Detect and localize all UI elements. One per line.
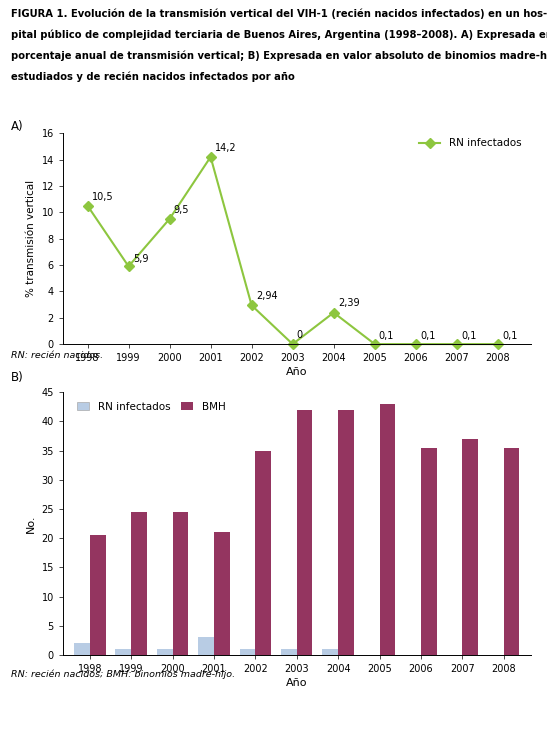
- Text: 14,2: 14,2: [215, 143, 236, 152]
- Text: 2,39: 2,39: [338, 298, 359, 309]
- Text: 0,1: 0,1: [461, 332, 476, 341]
- Bar: [90, 535, 106, 655]
- Bar: [322, 649, 338, 655]
- Bar: [296, 410, 312, 655]
- Text: estudiados y de recién nacidos infectados por año: estudiados y de recién nacidos infectado…: [11, 71, 295, 81]
- Bar: [462, 439, 478, 655]
- Legend: RN infectados: RN infectados: [415, 134, 525, 152]
- Bar: [173, 512, 188, 655]
- Text: 0: 0: [297, 330, 303, 340]
- Bar: [157, 649, 173, 655]
- Text: 5,9: 5,9: [133, 254, 148, 263]
- Text: FIGURA 1. Evolución de la transmisión vertical del VIH-1 (recién nacidos infecta: FIGURA 1. Evolución de la transmisión ve…: [11, 9, 547, 19]
- Bar: [131, 512, 147, 655]
- Text: RN: recién nacidos.: RN: recién nacidos.: [11, 352, 103, 360]
- Legend: RN infectados, BMH: RN infectados, BMH: [73, 397, 230, 416]
- X-axis label: Año: Año: [286, 367, 307, 377]
- Text: B): B): [11, 371, 24, 385]
- Bar: [421, 448, 437, 655]
- Bar: [504, 448, 520, 655]
- Text: 9,5: 9,5: [174, 205, 189, 215]
- Y-axis label: % transmisión vertical: % transmisión vertical: [26, 180, 36, 297]
- Bar: [338, 410, 354, 655]
- Bar: [240, 649, 255, 655]
- Bar: [214, 532, 230, 655]
- Text: 0,1: 0,1: [420, 332, 435, 341]
- Text: porcentaje anual de transmisión vertical; B) Expresada en valor absoluto de bino: porcentaje anual de transmisión vertical…: [11, 50, 547, 61]
- Y-axis label: No.: No.: [26, 514, 36, 533]
- Bar: [281, 649, 296, 655]
- Bar: [198, 637, 214, 655]
- Bar: [115, 649, 131, 655]
- Text: pital público de complejidad terciaria de Buenos Aires, Argentina (1998–2008). A: pital público de complejidad terciaria d…: [11, 30, 547, 40]
- Text: RN: recién nacidos; BMH: binomios madre-hijo.: RN: recién nacidos; BMH: binomios madre-…: [11, 670, 235, 679]
- Bar: [255, 451, 271, 655]
- Text: 10,5: 10,5: [92, 192, 113, 201]
- X-axis label: Año: Año: [286, 678, 307, 688]
- Text: A): A): [11, 120, 24, 133]
- Bar: [380, 404, 395, 655]
- Text: 0,1: 0,1: [502, 332, 517, 341]
- Bar: [74, 643, 90, 655]
- Text: 2,94: 2,94: [256, 291, 277, 301]
- Text: 0,1: 0,1: [379, 332, 394, 341]
